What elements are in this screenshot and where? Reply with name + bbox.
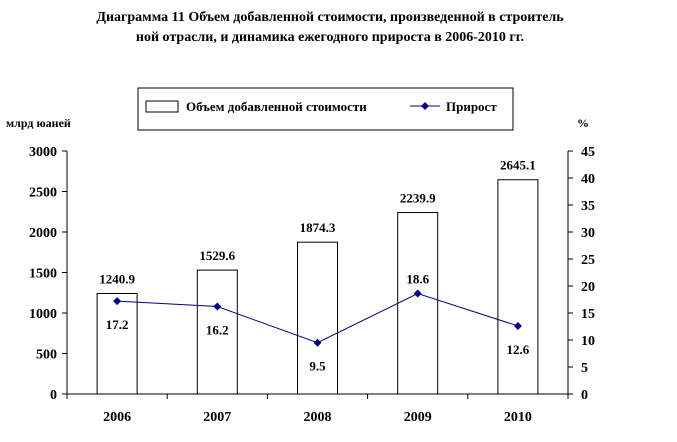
left-tick-label: 2500	[29, 186, 57, 201]
bar	[497, 179, 539, 395]
right-tick-label: 35	[581, 199, 595, 214]
bar-data-label: 2239.9	[400, 191, 436, 206]
left-tick-label: 1500	[29, 267, 57, 282]
growth-data-label: 9.5	[309, 359, 326, 374]
growth-marker	[213, 302, 222, 311]
growth-marker	[313, 338, 322, 347]
left-tick-label: 2000	[29, 226, 57, 241]
left-tick-label: 1000	[29, 307, 57, 322]
right-tick-label: 20	[581, 280, 595, 295]
bar	[96, 292, 138, 395]
growth-marker	[513, 321, 522, 330]
right-tick-label: 25	[581, 253, 595, 268]
growth-marker	[413, 289, 422, 298]
right-tick-label: 0	[581, 388, 588, 403]
right-tick-label: 30	[581, 226, 595, 241]
x-tick-label: 2006	[103, 410, 131, 425]
legend-bar-swatch	[145, 100, 179, 113]
left-tick-label: 0	[50, 388, 57, 403]
chart-title-line-1: Диаграмма 11 Объем добавленной стоимости…	[96, 10, 564, 25]
x-tick-label: 2010	[504, 410, 532, 425]
legend-box	[137, 87, 514, 131]
x-tick-label: 2009	[404, 410, 432, 425]
growth-data-label: 16.2	[206, 323, 229, 338]
right-axis-unit: %	[577, 116, 589, 130]
bar	[397, 212, 439, 395]
left-tick-label: 3000	[29, 145, 57, 160]
bar-data-label: 1240.9	[99, 271, 135, 286]
right-tick-label: 45	[581, 145, 595, 160]
bar-data-label: 2645.1	[500, 158, 536, 173]
bar-data-label: 1874.3	[300, 220, 336, 235]
chart-title-line-2: ной отрасли, и динамика ежегодного приро…	[135, 30, 525, 45]
bar	[196, 269, 238, 395]
left-tick-label: 500	[36, 348, 57, 363]
growth-data-label: 18.6	[406, 272, 429, 287]
right-tick-label: 15	[581, 307, 595, 322]
growth-data-label: 17.2	[106, 317, 129, 332]
x-tick-label: 2007	[203, 410, 231, 425]
legend-label-line: Прирост	[446, 99, 497, 114]
growth-marker	[113, 297, 122, 306]
growth-data-label: 12.6	[507, 342, 530, 357]
right-tick-label: 5	[581, 361, 588, 376]
legend: Объем добавленной стоимости Прирост	[137, 87, 514, 131]
right-tick-label: 10	[581, 334, 595, 349]
chart-title: Диаграмма 11 Объем добавленной стоимости…	[30, 8, 630, 48]
bar	[297, 241, 338, 395]
legend-marker-swatch	[421, 102, 429, 110]
left-axis-unit: млрд юаней	[6, 116, 71, 130]
x-tick-label: 2008	[304, 410, 332, 425]
bar-data-label: 1529.6	[199, 248, 235, 263]
legend-label-bars: Объем добавленной стоимости	[186, 99, 367, 114]
right-tick-label: 40	[581, 172, 595, 187]
